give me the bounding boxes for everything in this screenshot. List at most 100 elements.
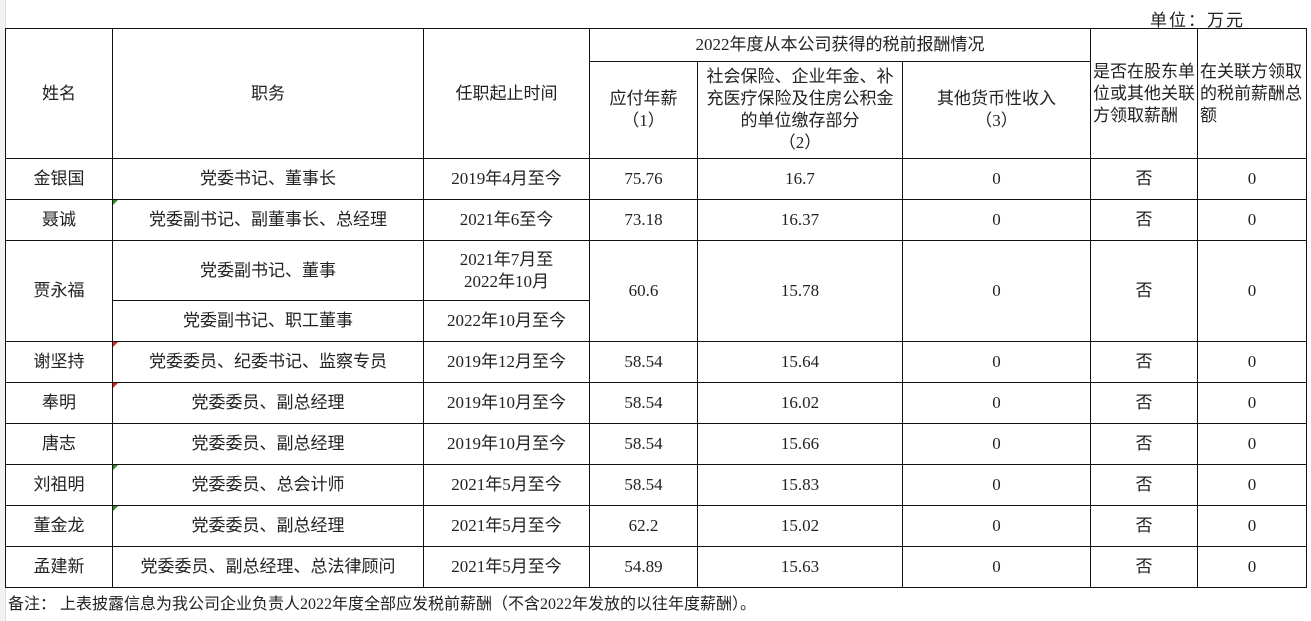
table-row: 奉明 党委委员、副总经理 2019年10月至今 58.54 16.02 0 否 0 bbox=[5, 382, 1307, 424]
cell-position[interactable]: 党委委员、副总经理 bbox=[112, 423, 424, 465]
cell-position2[interactable]: 党委副书记、职工董事 bbox=[112, 300, 424, 342]
cell-insurance[interactable]: 15.78 bbox=[697, 240, 903, 342]
cell-salary[interactable]: 75.76 bbox=[589, 158, 698, 200]
header-other: 其他货币性收入 （3） bbox=[902, 61, 1091, 159]
cell-position[interactable]: 党委书记、董事长 bbox=[112, 158, 424, 200]
table-row: 党委副书记、职工董事 2022年10月至今 bbox=[6, 300, 1307, 342]
header-insurance: 社会保险、企业年金、补充医疗保险及住房公积金的单位缴存部分 （2） bbox=[697, 61, 903, 159]
cell-term[interactable]: 2021年6至今 bbox=[423, 199, 590, 241]
cell-name[interactable]: 刘祖明 bbox=[5, 464, 113, 506]
cell-related-total[interactable]: 0 bbox=[1197, 341, 1307, 383]
cell-term[interactable]: 2021年5月至今 bbox=[423, 505, 590, 547]
cell-name[interactable]: 唐志 bbox=[5, 423, 113, 465]
header-salary: 应付年薪 （1） bbox=[589, 61, 698, 159]
cell-other[interactable]: 0 bbox=[902, 464, 1091, 506]
table-row: 刘祖明 党委委员、总会计师 2021年5月至今 58.54 15.83 0 否 0 bbox=[5, 464, 1307, 506]
cell-term[interactable]: 2019年12月至今 bbox=[423, 341, 590, 383]
cell-salary[interactable]: 60.6 bbox=[589, 240, 698, 342]
cell-position[interactable]: 党委委员、副总经理 bbox=[112, 505, 424, 547]
cell-related[interactable]: 否 bbox=[1090, 382, 1198, 424]
cell-insurance[interactable]: 15.83 bbox=[697, 464, 903, 506]
footnote: 备注： 上表披露信息为我公司企业负责人2022年度全部应发税前薪酬（不含2022… bbox=[8, 596, 757, 613]
cell-related-total[interactable]: 0 bbox=[1197, 464, 1307, 506]
cell-other[interactable]: 0 bbox=[902, 382, 1091, 424]
cell-related[interactable]: 否 bbox=[1090, 199, 1198, 241]
cell-position[interactable]: 党委委员、副总经理、总法律顾问 bbox=[112, 546, 424, 588]
table-row: 唐志 党委委员、副总经理 2019年10月至今 58.54 15.66 0 否 0 bbox=[5, 423, 1307, 465]
cell-position[interactable]: 党委委员、总会计师 bbox=[112, 464, 424, 506]
cell-name[interactable]: 奉明 bbox=[5, 382, 113, 424]
header-related: 是否在股东单位或其他关联方领取薪酬 bbox=[1090, 28, 1198, 159]
cell-insurance[interactable]: 16.37 bbox=[697, 199, 903, 241]
cell-name[interactable]: 贾永福 bbox=[5, 240, 113, 342]
unit-label: 单位：万元 bbox=[1150, 11, 1245, 30]
cell-other[interactable]: 0 bbox=[902, 199, 1091, 241]
cell-term[interactable]: 2019年10月至今 bbox=[423, 423, 590, 465]
cell-related-total[interactable]: 0 bbox=[1197, 240, 1307, 342]
cell-term[interactable]: 2019年4月至今 bbox=[423, 158, 590, 200]
cell-related-total[interactable]: 0 bbox=[1197, 158, 1307, 200]
header-group: 2022年度从本公司获得的税前报酬情况 bbox=[589, 28, 1091, 62]
cell-insurance[interactable]: 15.64 bbox=[697, 341, 903, 383]
cell-related[interactable]: 否 bbox=[1090, 546, 1198, 588]
cell-other[interactable]: 0 bbox=[902, 240, 1091, 342]
cell-name[interactable]: 董金龙 bbox=[5, 505, 113, 547]
cell-term[interactable]: 2021年5月至今 bbox=[423, 464, 590, 506]
cell-term2[interactable]: 2022年10月至今 bbox=[423, 300, 590, 342]
table-row: 董金龙 党委委员、副总经理 2021年5月至今 62.2 15.02 0 否 0 bbox=[5, 505, 1307, 547]
note-marker bbox=[113, 506, 118, 511]
cell-name[interactable]: 孟建新 bbox=[5, 546, 113, 588]
cell-name[interactable]: 谢坚持 bbox=[5, 341, 113, 383]
note-marker bbox=[113, 465, 118, 470]
cell-salary[interactable]: 62.2 bbox=[589, 505, 698, 547]
cell-insurance[interactable]: 15.63 bbox=[697, 546, 903, 588]
cell-related[interactable]: 否 bbox=[1090, 423, 1198, 465]
cell-other[interactable]: 0 bbox=[902, 158, 1091, 200]
header-name: 姓名 bbox=[5, 28, 113, 159]
cell-related-total[interactable]: 0 bbox=[1197, 546, 1307, 588]
cell-insurance[interactable]: 16.02 bbox=[697, 382, 903, 424]
salary-table: 姓名 职务 任职起止时间 2022年度从本公司获得的税前报酬情况 是否在股东单位… bbox=[5, 28, 1307, 588]
table-row: 孟建新 党委委员、副总经理、总法律顾问 2021年5月至今 54.89 15.63 0 否 0 bbox=[5, 546, 1307, 588]
table-row: 谢坚持 党委委员、纪委书记、监察专员 2019年12月至今 58.54 15.64 0 否 0 bbox=[5, 341, 1307, 383]
cell-related[interactable]: 否 bbox=[1090, 505, 1198, 547]
cell-related[interactable]: 否 bbox=[1090, 240, 1198, 342]
cell-salary[interactable]: 73.18 bbox=[589, 199, 698, 241]
cell-salary[interactable]: 58.54 bbox=[589, 341, 698, 383]
cell-name[interactable]: 聂诚 bbox=[5, 199, 113, 241]
cell-insurance[interactable]: 16.7 bbox=[697, 158, 903, 200]
cell-name[interactable]: 金银国 bbox=[5, 158, 113, 200]
cell-related-total[interactable]: 0 bbox=[1197, 505, 1307, 547]
cell-related-total[interactable]: 0 bbox=[1197, 382, 1307, 424]
cell-position[interactable]: 党委委员、副总经理 bbox=[112, 382, 424, 424]
comment-marker bbox=[113, 383, 118, 388]
cell-other[interactable]: 0 bbox=[902, 546, 1091, 588]
cell-position[interactable]: 党委委员、纪委书记、监察专员 bbox=[112, 341, 424, 383]
cell-salary[interactable]: 58.54 bbox=[589, 464, 698, 506]
table-row: 金银国 党委书记、董事长 2019年4月至今 75.76 16.7 0 否 0 bbox=[5, 158, 1307, 200]
cell-position[interactable]: 党委副书记、董事 bbox=[112, 240, 424, 301]
header-term: 任职起止时间 bbox=[423, 28, 590, 159]
cell-insurance[interactable]: 15.66 bbox=[697, 423, 903, 465]
cell-related[interactable]: 否 bbox=[1090, 158, 1198, 200]
cell-other[interactable]: 0 bbox=[902, 505, 1091, 547]
cell-salary[interactable]: 54.89 bbox=[589, 546, 698, 588]
cell-salary[interactable]: 58.54 bbox=[589, 423, 698, 465]
header-position: 职务 bbox=[112, 28, 424, 159]
cell-other[interactable]: 0 bbox=[902, 341, 1091, 383]
table-row: 贾永福 党委副书记、董事 2021年7月至2022年10月 60.6 15.78 0 否 0 bbox=[5, 240, 1307, 342]
cell-term[interactable]: 2019年10月至今 bbox=[423, 382, 590, 424]
cell-related-total[interactable]: 0 bbox=[1197, 423, 1307, 465]
cell-insurance[interactable]: 15.02 bbox=[697, 505, 903, 547]
cell-salary[interactable]: 58.54 bbox=[589, 382, 698, 424]
table-row: 聂诚 党委副书记、副董事长、总经理 2021年6至今 73.18 16.37 0 否 0 bbox=[5, 199, 1307, 241]
cell-related[interactable]: 否 bbox=[1090, 464, 1198, 506]
cell-related[interactable]: 否 bbox=[1090, 341, 1198, 383]
note-marker bbox=[113, 200, 118, 205]
cell-term[interactable]: 2021年7月至2022年10月 bbox=[423, 240, 590, 301]
cell-term[interactable]: 2021年5月至今 bbox=[423, 546, 590, 588]
cell-related-total[interactable]: 0 bbox=[1197, 199, 1307, 241]
cell-other[interactable]: 0 bbox=[902, 423, 1091, 465]
header-related-total: 在关联方领取的税前薪酬总额 bbox=[1197, 28, 1307, 159]
cell-position[interactable]: 党委副书记、副董事长、总经理 bbox=[112, 199, 424, 241]
